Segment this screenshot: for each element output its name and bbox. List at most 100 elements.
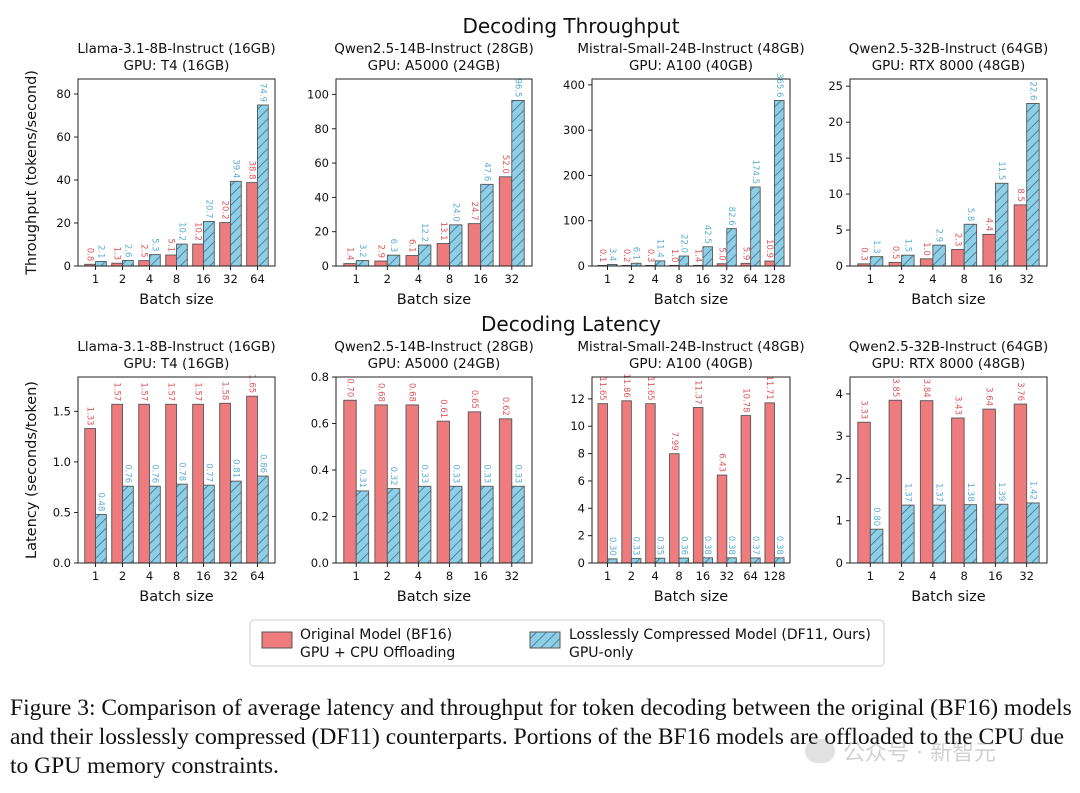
data-label: 0.33	[481, 464, 491, 483]
bar-original-2	[111, 403, 123, 564]
chart-subtitle: GPU: A100 (40GB)	[629, 356, 753, 372]
x-tick-label: 8	[173, 272, 180, 286]
y-tick-label: 25	[828, 79, 843, 93]
throughput-row-title: Decoding Throughput	[462, 14, 679, 38]
y-tick-label: 2	[578, 529, 585, 543]
data-label: 3.76	[1015, 382, 1025, 401]
data-label: 10.2	[193, 222, 203, 241]
chart-subtitle: GPU: A100 (40GB)	[629, 58, 753, 74]
y-tick-label: 20	[828, 115, 843, 129]
data-label: 11.65	[645, 376, 655, 400]
data-label: 0.32	[388, 467, 398, 486]
bar-compressed-8	[678, 557, 690, 564]
data-label: 0.38	[726, 536, 736, 555]
bar-original-16	[467, 411, 482, 564]
data-label: 1.65	[247, 374, 257, 393]
bar-compressed-16	[702, 557, 713, 564]
data-label: 0.62	[500, 397, 510, 416]
bar-compressed-32	[511, 485, 525, 564]
bar-original-64	[246, 395, 258, 564]
bar-original-16	[692, 407, 704, 564]
chart-panels: Llama-3.1-8B-Instruct (16GB)GPU: T4 (16G…	[24, 41, 1048, 605]
x-tick-label: 32	[719, 272, 734, 286]
data-label: 0.86	[257, 454, 267, 473]
data-label: 0.1	[597, 249, 607, 263]
data-label: 7.99	[669, 432, 679, 451]
chart-panel-4: Llama-3.1-8B-Instruct (16GB)GPU: T4 (16G…	[24, 339, 276, 605]
x-tick-label: 32	[504, 272, 519, 286]
chart-panel-0: Llama-3.1-8B-Instruct (16GB)GPU: T4 (16G…	[24, 41, 276, 308]
x-tick-label: 32	[504, 569, 519, 583]
data-label: 0.80	[871, 507, 881, 526]
bar-compressed-8	[176, 243, 188, 267]
data-label: 2.3	[952, 233, 962, 247]
x-tick-label: 4	[415, 569, 422, 583]
y-tick-label: 8	[578, 447, 585, 461]
bar-original-64	[246, 182, 258, 267]
bar-compressed-128	[774, 557, 785, 564]
chart-panel-1: Qwen2.5-14B-Instruct (28GB)GPU: A5000 (2…	[307, 41, 534, 308]
data-label: 174.5	[750, 160, 760, 184]
x-tick-label: 1	[604, 272, 611, 286]
x-axis-label: Batch size	[654, 292, 728, 308]
data-label: 1.57	[112, 382, 122, 401]
bar-compressed-4	[149, 485, 161, 564]
x-tick-label: 1	[353, 569, 360, 583]
chart-panel-2: Mistral-Small-24B-Instruct (48GB)GPU: A1…	[563, 41, 805, 308]
data-label: 11.86	[621, 373, 631, 397]
data-label: 38.8	[247, 161, 257, 180]
legend: Original Model (BF16) GPU + CPU Offloadi…	[249, 619, 885, 667]
y-tick-label: 0	[836, 556, 843, 570]
data-label: 1.3	[871, 240, 881, 254]
y-tick-label: 10	[570, 419, 585, 433]
legend-swatch-original	[261, 631, 293, 649]
x-tick-label: 8	[960, 272, 967, 286]
data-label: 1.57	[139, 382, 149, 401]
x-tick-label: 2	[628, 569, 635, 583]
chart-title: Mistral-Small-24B-Instruct (48GB)	[577, 41, 804, 57]
data-label: 6.1	[631, 247, 641, 261]
bar-compressed-1	[95, 261, 107, 267]
legend-swatch-compressed	[529, 631, 561, 649]
bar-compressed-4	[932, 504, 946, 564]
data-label: 1.57	[166, 382, 176, 401]
bar-original-4	[405, 404, 419, 564]
bar-compressed-8	[176, 483, 188, 564]
data-label: 20.7	[203, 200, 213, 219]
chart-title: Mistral-Small-24B-Instruct (48GB)	[577, 339, 804, 355]
bar-compressed-16	[203, 221, 215, 267]
chart-panel-3: Qwen2.5-32B-Instruct (64GB)GPU: RTX 8000…	[828, 41, 1048, 308]
chart-title: Llama-3.1-8B-Instruct (16GB)	[77, 339, 275, 355]
bar-compressed-4	[417, 485, 432, 564]
bar-original-128	[764, 260, 775, 267]
data-label: 5.8	[965, 208, 975, 222]
bar-original-8	[669, 453, 680, 564]
data-label: 20.2	[220, 201, 230, 220]
x-tick-label: 4	[652, 569, 659, 583]
bar-compressed-1	[607, 558, 618, 564]
bar-compressed-8	[963, 223, 978, 267]
data-label: 3.85	[890, 378, 900, 397]
y-axis-label: Throughput (tokens/second)	[24, 70, 40, 276]
bar-compressed-8	[963, 504, 978, 564]
y-tick-label: 20	[56, 216, 71, 230]
data-label: 0.2	[621, 249, 631, 263]
x-tick-label: 16	[696, 272, 711, 286]
y-tick-label: 0.2	[311, 510, 329, 524]
bar-original-8	[165, 403, 177, 564]
data-label: 0.33	[631, 537, 641, 556]
x-tick-label: 16	[196, 569, 211, 583]
bar-original-4	[919, 400, 934, 564]
data-label: 0.70	[345, 378, 355, 397]
bar-compressed-32	[511, 99, 525, 267]
x-tick-label: 128	[764, 569, 786, 583]
bar-compressed-16	[994, 503, 1009, 564]
bar-original-4	[645, 403, 656, 564]
x-tick-label: 64	[250, 272, 265, 286]
y-tick-label: 1	[836, 514, 843, 528]
data-label: 6.1	[407, 239, 417, 253]
data-label: 2.1	[95, 245, 105, 259]
x-tick-label: 2	[898, 569, 905, 583]
data-label: 10.9	[764, 239, 774, 258]
